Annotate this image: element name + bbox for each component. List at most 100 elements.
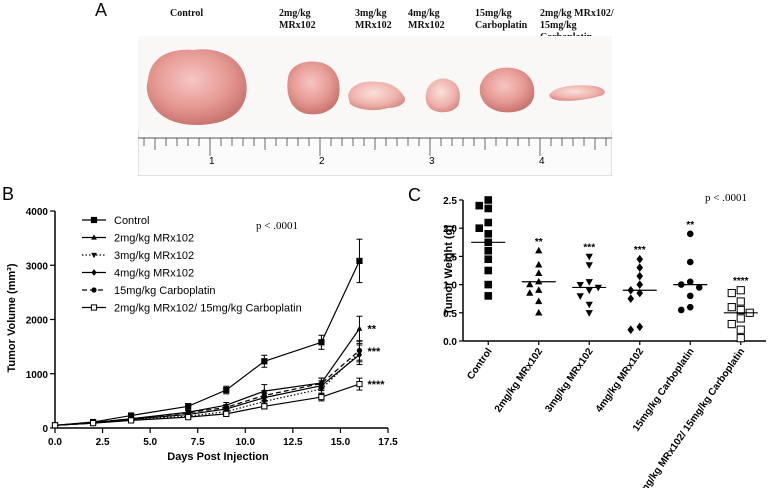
- chart-c-point: [736, 325, 745, 334]
- chart-b-significance: **: [367, 324, 376, 336]
- chart-c-point: [636, 288, 644, 298]
- chart-b-point: [356, 325, 363, 331]
- chart-b-y-tick-label: 0: [42, 424, 48, 435]
- panel-a-column-label: 2mg/kg MRx102: [279, 8, 316, 31]
- chart-c-point: [535, 269, 543, 276]
- panel-a-column-label: 4mg/kg MRx102: [408, 8, 445, 31]
- chart-b-series-line: [54, 352, 360, 426]
- chart-c-x-tick-label: Control: [465, 346, 495, 382]
- chart-c-point: [736, 334, 745, 343]
- chart-b-point: [223, 386, 230, 394]
- chart-c-significance: **: [686, 220, 694, 231]
- chart-b-legend-label: 2mg/kg MRx102/ 15mg/kg Carboplatin: [114, 303, 302, 315]
- chart-c-point: [526, 289, 534, 296]
- chart-b-significance: ****: [367, 379, 385, 391]
- chart-c-point: [636, 263, 644, 272]
- chart-c-point: [535, 297, 543, 305]
- chart-c-point: [677, 306, 685, 314]
- chart-b-point: [89, 420, 97, 427]
- chart-c-point: [636, 271, 644, 281]
- chart-c-point: [695, 284, 703, 291]
- chart-b-point: [185, 414, 192, 421]
- chart-b-y-tick-label: 2000: [26, 316, 49, 327]
- chart-c-point: [727, 319, 736, 329]
- chart-b-x-tick-label: 10.0: [236, 437, 256, 448]
- chart-b-point: [185, 403, 192, 410]
- chart-b-series-line: [54, 260, 361, 426]
- chart-b-x-label: Days Post Injection: [167, 451, 269, 463]
- chart-c-point: [585, 301, 593, 309]
- chart-b-legend-marker: [91, 269, 97, 276]
- ruler-number: 3: [429, 156, 435, 167]
- chart-c-group: 3mg/kg MRx102 ***: [543, 242, 607, 415]
- chart-b-legend-label: 3mg/kg MRx102: [114, 250, 194, 262]
- chart-c-y-tick-label: 1.5: [443, 252, 457, 263]
- chart-c-group: Control: [465, 196, 506, 382]
- chart-b-point: [318, 380, 324, 387]
- chart-b-point: [223, 404, 229, 410]
- chart-c-point: [736, 314, 745, 323]
- chart-c-point: [484, 230, 493, 238]
- chart-b-point: [223, 410, 230, 417]
- chart-c-point: [736, 297, 745, 306]
- chart-b-legend-label: Control: [114, 215, 149, 227]
- tumor-2mg: [287, 61, 340, 115]
- chart-b-legend-marker: [90, 216, 98, 224]
- chart-b-y-label: Tumor Volume (mm³): [6, 263, 18, 372]
- tumor-3mg: [348, 81, 406, 111]
- chart-b-legend-label: 2mg/kg MRx102: [114, 233, 194, 245]
- chart-c-point: [585, 287, 593, 295]
- chart-c-point: [535, 308, 543, 316]
- chart-c-point: [636, 254, 644, 264]
- panel-b-letter: B: [2, 184, 14, 204]
- tumor-control: [146, 49, 247, 126]
- chart-b-x-tick-label: 2.5: [96, 437, 110, 448]
- chart-c-point: [484, 196, 493, 204]
- ruler-number: 4: [539, 156, 545, 167]
- panel-c-letter: C: [408, 185, 421, 205]
- chart-c-group: 4mg/kg MRx102 ***: [594, 245, 657, 415]
- chart-b-legend-item: 4mg/kg MRx102: [82, 268, 194, 280]
- chart-b-point: [261, 403, 268, 410]
- chart-b-legend-label: 4mg/kg MRx102: [114, 268, 194, 280]
- chart-b-y-tick-label: 3000: [26, 261, 49, 272]
- chart-c-y-label: Tumor Weight (g): [443, 225, 455, 315]
- chart-c-annotation: p < .0001: [705, 192, 747, 204]
- chart-c-point: [636, 280, 644, 289]
- chart-c-point: [484, 266, 493, 275]
- chart-c-significance: ***: [634, 245, 646, 256]
- tumor-combination: [549, 85, 605, 101]
- chart-b-x-tick-label: 0.0: [48, 437, 62, 448]
- chart-c-point: [484, 280, 493, 289]
- tumor-carboplatin: [479, 67, 535, 113]
- chart-c-point: [636, 322, 644, 332]
- chart-c-point: [526, 280, 534, 288]
- chart-b-y-tick-label: 4000: [26, 207, 49, 218]
- chart-c-y-tick-label: 2.5: [443, 196, 457, 207]
- chart-b-series-line: [54, 349, 360, 426]
- chart-b-point: [318, 339, 325, 346]
- chart-c-point: [585, 310, 593, 317]
- chart-c-point: [535, 277, 543, 285]
- chart-c-point: [484, 246, 493, 255]
- chart-b-legend-item: 3mg/kg MRx102: [82, 250, 194, 262]
- chart-b-point: [318, 393, 325, 401]
- ruler-number: 2: [319, 156, 325, 167]
- chart-c-point: [686, 258, 694, 266]
- chart-b-series: [51, 377, 363, 429]
- chart-c-point: [585, 279, 593, 286]
- panel-a-column-label: 3mg/kg MRx102: [355, 8, 392, 31]
- panel-a-column-label: Control: [170, 8, 204, 19]
- chart-c-significance: ****: [733, 276, 749, 287]
- tumor-4mg: [425, 78, 460, 113]
- chart-c-y-tick-label: 0.5: [443, 309, 457, 320]
- panel-a-column-label: 15mg/kg Carboplatin: [475, 8, 528, 31]
- chart-c-point: [484, 218, 493, 227]
- chart-b-legend-marker: [90, 304, 98, 311]
- chart-c-point: [535, 260, 543, 268]
- chart-c-group: 2mg/kg MRx102 **: [493, 237, 556, 415]
- panel-a-letter: A: [95, 0, 108, 20]
- chart-c-point: [484, 255, 493, 264]
